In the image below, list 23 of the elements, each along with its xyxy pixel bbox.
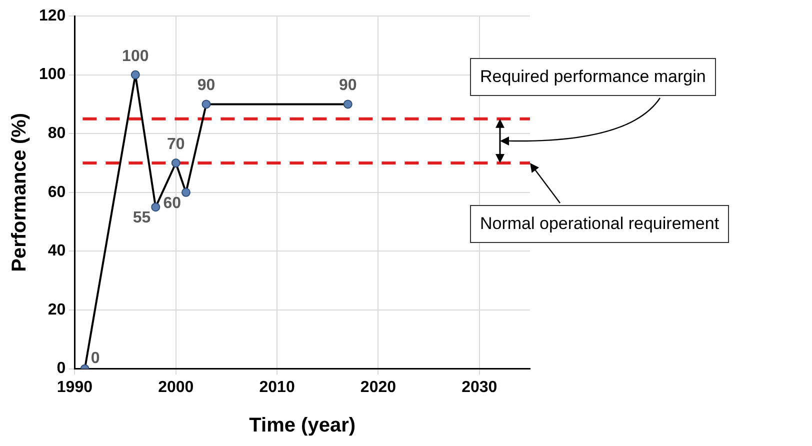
x-tick-label: 1990 bbox=[56, 378, 93, 396]
data-label: 0 bbox=[90, 350, 100, 367]
y-tick-label: 0 bbox=[56, 360, 66, 378]
x-tick-label: 2000 bbox=[158, 378, 194, 396]
annotation: Normal operational requirement bbox=[470, 205, 730, 243]
y-tick-label: 100 bbox=[38, 66, 66, 84]
data-label: 90 bbox=[197, 77, 216, 94]
y-tick-label: 60 bbox=[48, 184, 66, 201]
data-label: 70 bbox=[166, 136, 185, 153]
y-tick-label: 80 bbox=[48, 125, 66, 142]
y-axis-title: Performance (%) bbox=[8, 112, 31, 272]
x-tick-label: 2020 bbox=[360, 378, 396, 396]
data-label: 90 bbox=[338, 77, 357, 94]
y-tick-label: 120 bbox=[38, 7, 66, 24]
data-label: 60 bbox=[163, 194, 182, 212]
annotation: Required performance margin bbox=[470, 58, 716, 96]
y-tick-label: 20 bbox=[48, 301, 66, 318]
x-axis-title: Time (year) bbox=[249, 414, 356, 437]
x-tick-label: 2010 bbox=[259, 378, 295, 396]
data-label: 100 bbox=[122, 48, 149, 65]
data-label: 55 bbox=[132, 210, 151, 227]
x-tick-label: 2030 bbox=[462, 378, 498, 396]
y-tick-label: 40 bbox=[48, 242, 66, 260]
